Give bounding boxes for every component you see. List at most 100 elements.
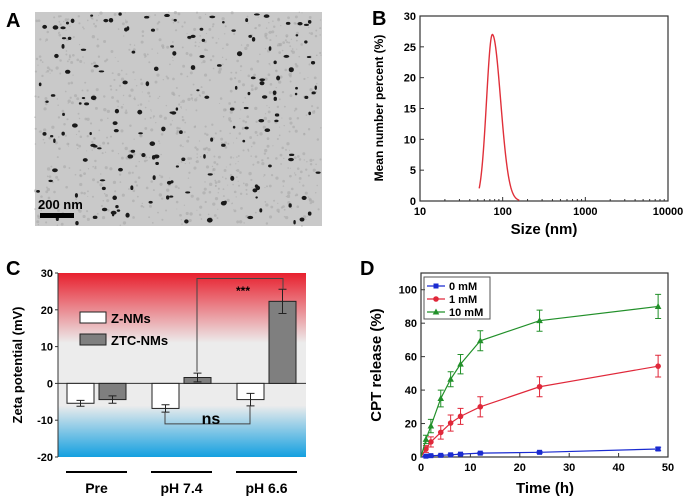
grain bbox=[154, 14, 157, 17]
grain bbox=[283, 124, 285, 127]
grain bbox=[57, 208, 60, 212]
grain bbox=[242, 101, 244, 104]
grain bbox=[290, 49, 293, 53]
nanoparticle bbox=[301, 195, 307, 200]
nanoparticle bbox=[259, 78, 266, 82]
grain bbox=[128, 171, 131, 175]
grain bbox=[168, 11, 170, 13]
grain bbox=[43, 107, 47, 111]
grain bbox=[189, 186, 192, 189]
y-tick-label: 30 bbox=[41, 268, 53, 280]
nanoparticle bbox=[118, 12, 122, 16]
grain bbox=[219, 129, 222, 133]
nanoparticle bbox=[307, 20, 312, 24]
grain bbox=[289, 121, 293, 125]
grain bbox=[117, 105, 119, 108]
grain bbox=[56, 98, 58, 100]
square-marker bbox=[438, 452, 444, 458]
nanoparticle bbox=[244, 126, 249, 130]
grain bbox=[160, 197, 164, 200]
grain bbox=[265, 222, 269, 225]
nanoparticle bbox=[42, 131, 47, 136]
grain bbox=[53, 190, 56, 194]
category-label: pH 7.4 bbox=[160, 480, 202, 496]
grain bbox=[272, 20, 274, 22]
grain bbox=[201, 90, 205, 95]
grain bbox=[140, 82, 144, 86]
grain bbox=[229, 156, 233, 159]
grain bbox=[121, 193, 125, 197]
grain bbox=[235, 163, 237, 165]
grain bbox=[83, 27, 85, 30]
grain bbox=[132, 71, 135, 74]
grain bbox=[107, 209, 110, 212]
grain bbox=[263, 176, 265, 178]
grain bbox=[45, 102, 48, 106]
grain bbox=[229, 89, 233, 93]
grain bbox=[245, 188, 248, 191]
grain bbox=[34, 127, 37, 130]
nanoparticle bbox=[114, 108, 120, 114]
grain bbox=[106, 136, 108, 139]
grain bbox=[142, 206, 145, 208]
grain bbox=[202, 191, 206, 195]
grain bbox=[122, 94, 125, 97]
grain bbox=[223, 168, 227, 172]
grain bbox=[100, 173, 102, 175]
grain bbox=[311, 200, 315, 204]
grain bbox=[113, 13, 117, 16]
grain bbox=[185, 211, 189, 216]
grain bbox=[276, 44, 279, 47]
grain bbox=[46, 69, 50, 73]
grain bbox=[235, 196, 237, 198]
nanoparticle bbox=[111, 212, 115, 217]
nanoparticle bbox=[103, 18, 109, 23]
grain bbox=[277, 202, 279, 205]
nanoparticle bbox=[199, 54, 205, 58]
grain bbox=[202, 147, 206, 151]
grain bbox=[222, 108, 227, 112]
grain bbox=[124, 12, 126, 14]
grain bbox=[184, 121, 187, 124]
grain bbox=[213, 161, 217, 164]
grain bbox=[250, 155, 252, 157]
grain bbox=[192, 83, 195, 86]
grain bbox=[106, 199, 110, 203]
nanoparticle bbox=[295, 86, 298, 90]
grain bbox=[40, 209, 43, 212]
grain bbox=[92, 18, 94, 20]
nanoparticle bbox=[115, 204, 119, 209]
nanoparticle bbox=[216, 64, 222, 67]
grain bbox=[282, 179, 285, 183]
grain bbox=[116, 99, 119, 103]
nanoparticle bbox=[153, 66, 159, 72]
grain bbox=[222, 47, 224, 50]
grain bbox=[278, 134, 281, 137]
tem-image: 200 nm bbox=[33, 11, 322, 227]
grain bbox=[218, 102, 221, 105]
grain bbox=[68, 58, 71, 61]
nanoparticle bbox=[53, 138, 56, 144]
nanoparticle bbox=[52, 25, 59, 30]
grain bbox=[169, 177, 171, 179]
grain bbox=[289, 80, 292, 83]
grain bbox=[152, 115, 156, 118]
grain bbox=[139, 152, 142, 155]
panel-label-a: A bbox=[6, 10, 20, 32]
grain bbox=[298, 55, 301, 58]
grain bbox=[255, 120, 258, 123]
grain bbox=[288, 41, 291, 44]
nanoparticle bbox=[293, 219, 296, 225]
grain bbox=[74, 173, 77, 176]
grain bbox=[264, 201, 267, 203]
grain bbox=[57, 116, 61, 119]
grain bbox=[150, 180, 154, 183]
nanoparticle bbox=[258, 119, 265, 123]
grain bbox=[294, 129, 298, 133]
grain bbox=[180, 219, 183, 221]
y-tick-label: 0 bbox=[47, 378, 53, 390]
grain bbox=[98, 14, 100, 16]
grain bbox=[141, 34, 145, 38]
grain bbox=[94, 166, 97, 170]
grain bbox=[256, 160, 260, 164]
